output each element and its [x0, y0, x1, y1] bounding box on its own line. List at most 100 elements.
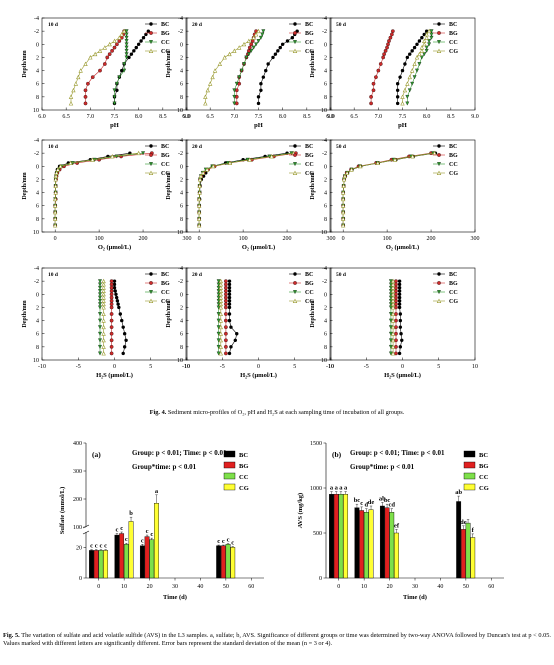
data-point: [224, 312, 228, 316]
data-point: [196, 196, 202, 202]
data-point: [122, 62, 127, 67]
legend-label: CC: [449, 162, 458, 168]
bar: [154, 503, 159, 579]
data-point: [227, 282, 232, 287]
legend-label: CG: [305, 49, 314, 55]
legend-marker: [292, 170, 298, 175]
legend-label: BC: [161, 22, 169, 28]
y-tick-label: 0: [180, 292, 183, 298]
data-point: [98, 331, 102, 336]
x-tick-label: 8.0: [423, 114, 431, 120]
data-point: [414, 55, 420, 60]
significance-letter: c: [115, 527, 118, 534]
x-tick-label: 0: [257, 364, 260, 370]
data-point: [197, 177, 203, 182]
legend-label: CG: [449, 49, 458, 55]
panel-frame: [329, 139, 476, 233]
y-tick-label: -2: [34, 29, 39, 35]
x-axis-label: H₂S (μmol/L): [96, 372, 133, 379]
y-tick-label: 2: [324, 305, 327, 311]
legend-label: CG: [161, 49, 170, 55]
legend-label: CG: [449, 171, 458, 177]
data-point: [90, 75, 95, 79]
legend-label: BG: [239, 463, 248, 470]
data-point: [203, 94, 208, 99]
y-tick-label: 6: [36, 82, 39, 88]
y-axis-label: Depth/mm: [22, 172, 28, 199]
data-point: [98, 318, 102, 323]
legend-label: CC: [479, 474, 489, 481]
data-point: [222, 55, 227, 60]
data-point: [420, 36, 424, 40]
x-axis-label: pH: [398, 122, 407, 129]
data-point: [342, 173, 348, 179]
legend-label: BC: [305, 22, 313, 28]
data-point: [271, 55, 275, 60]
x-tick-label: 200: [427, 236, 436, 242]
legend-label: BG: [161, 281, 170, 287]
x-tick-label: 7.0: [375, 114, 383, 120]
series-line: [397, 30, 427, 104]
x-tick-label: 10: [184, 364, 190, 370]
data-point: [422, 52, 427, 57]
data-point: [427, 39, 432, 44]
y-tick-label: 10: [321, 230, 327, 236]
y-tick-label: 8: [180, 345, 183, 351]
data-point: [273, 52, 278, 56]
y-tick-label: 6: [324, 204, 327, 210]
x-tick-label: -10: [326, 364, 334, 370]
data-point: [216, 338, 221, 343]
data-point: [113, 289, 117, 293]
data-point: [388, 282, 393, 287]
data-point: [109, 279, 114, 283]
data-point: [120, 68, 124, 73]
data-point: [53, 173, 59, 179]
legend-marker: [436, 48, 442, 53]
significance-letter: b: [129, 510, 133, 517]
x-tick-label: 0: [54, 236, 57, 242]
data-point: [112, 95, 117, 99]
data-point: [132, 49, 136, 53]
legend-swatch: [223, 472, 236, 480]
data-point: [52, 203, 58, 208]
data-point: [227, 305, 232, 310]
significance-letter: ab: [455, 489, 462, 496]
data-point: [249, 42, 254, 47]
x-tick-label: 100: [239, 236, 248, 242]
data-point: [280, 42, 285, 46]
y-tick-label: 10: [33, 358, 39, 364]
legend-swatch: [463, 472, 476, 480]
y-tick-label: 0: [324, 42, 327, 48]
data-point: [394, 351, 398, 356]
y-tick-label: 6: [36, 204, 39, 210]
legend-label: CG: [239, 485, 249, 492]
data-point: [278, 45, 282, 50]
data-point: [405, 55, 410, 60]
data-point: [397, 279, 402, 283]
bar: [363, 512, 369, 579]
data-point: [129, 52, 134, 56]
data-point: [388, 318, 393, 323]
data-point: [115, 88, 119, 92]
y-tick-label: -4: [178, 266, 183, 272]
data-point: [136, 150, 141, 156]
legend-marker: [437, 144, 441, 148]
x-tick-label: 0: [113, 364, 116, 370]
y-tick-label: 4: [324, 319, 327, 325]
data-point: [101, 311, 106, 316]
panel-label: (a): [92, 450, 101, 459]
data-point: [124, 55, 129, 60]
y-tick-label: 8: [324, 95, 327, 101]
x-tick-label: 8.5: [303, 114, 311, 120]
data-point: [55, 167, 61, 172]
data-point: [52, 216, 58, 221]
data-point: [390, 318, 396, 323]
y-tick-label: -2: [178, 151, 183, 157]
data-point: [101, 351, 106, 356]
data-point: [227, 286, 232, 290]
data-point: [400, 338, 404, 342]
legend-label: BG: [449, 31, 458, 37]
significance-letter: bc: [354, 497, 361, 504]
data-point: [117, 75, 122, 80]
